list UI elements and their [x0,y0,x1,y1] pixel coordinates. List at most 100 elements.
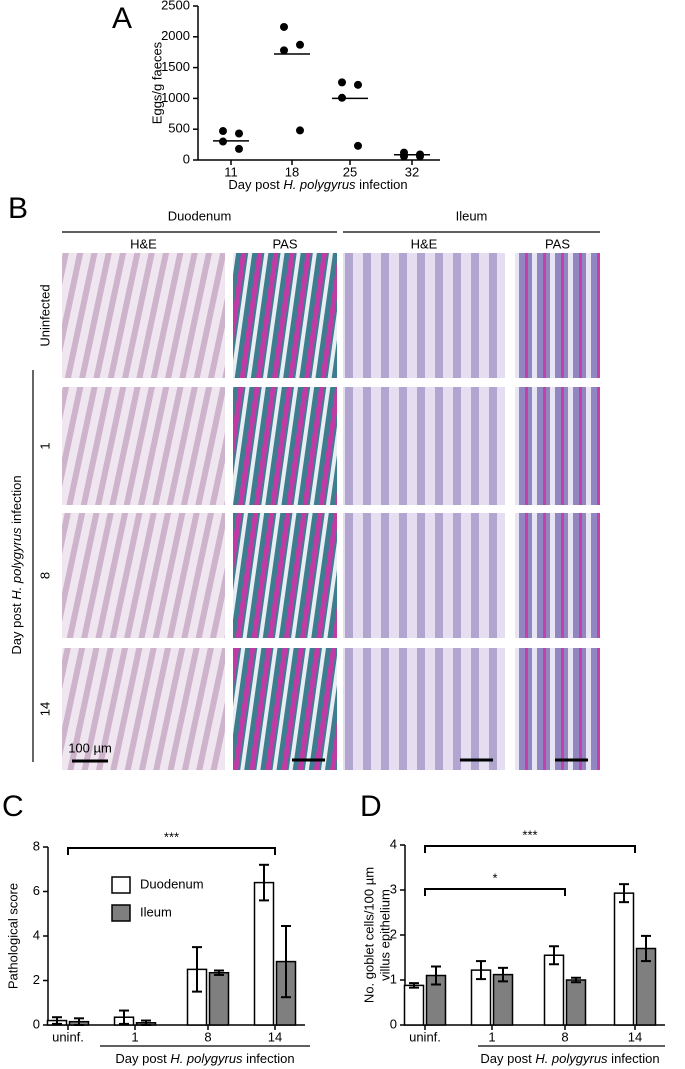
x-tick-label: uninf. [52,1029,84,1044]
micrograph [62,513,225,638]
error-bar [192,946,202,993]
significance-label: * [492,870,497,885]
significance-bracket [424,888,566,896]
micrograph [233,648,337,770]
data-point [280,46,288,55]
error-bar [476,960,486,981]
bar [403,984,425,1026]
x-axis-label-part: H. polygyrus [170,1051,243,1066]
panel-b: B [8,192,28,225]
y-tick-label: 2 [33,972,40,987]
x-axis-label-part: Day post [228,177,283,192]
error-bar [281,924,291,999]
bar [565,979,587,1026]
y-tick-label: 4 [33,927,40,942]
x-tick-label: 1 [488,1029,495,1044]
y-tick-label: 0 [33,1016,40,1031]
panel-letter: C [2,790,24,823]
error-bar [571,976,581,984]
data-point [400,152,408,161]
error-bar [214,969,224,976]
row-group-label: Day post H. polygyrus infection [9,475,24,654]
panel-letter: A [112,2,132,35]
legend-swatch [111,876,131,894]
x-tick-label: 1 [131,1029,138,1044]
error-bar [74,1017,84,1026]
x-tick-label: 14 [628,1029,642,1044]
legend-swatch [111,904,131,922]
bar [208,971,230,1026]
stain-label: H&E [130,236,157,251]
data-point [296,40,304,49]
micrograph [515,387,600,505]
x-axis-label-part: infection [243,1051,295,1066]
micrograph [343,253,505,378]
y-tick-label: 8 [33,838,40,853]
x-axis-label-part: H. polygyrus [535,1051,608,1066]
y-tick-label: 0 [390,1016,397,1031]
row-label: 14 [37,702,52,716]
significance-label: *** [164,829,179,844]
x-axis-label-part: infection [608,1051,660,1066]
row-label: 1 [37,442,52,449]
micrograph [343,513,505,638]
bar [253,881,275,1026]
micrograph [233,253,337,378]
x-tick-label: 25 [343,164,357,179]
stain-label: PAS [272,236,297,251]
error-bar [141,1019,151,1026]
y-tick-label: 2 [390,926,397,941]
error-bar [259,863,269,902]
legend-label: Ileum [140,904,172,919]
x-axis-label-part: Day post [115,1051,170,1066]
data-point [416,152,424,161]
y-tick-label: 2000 [161,28,190,43]
data-point [296,126,304,135]
micrograph [343,387,505,505]
section-title: Ileum [456,208,488,223]
x-axis-label: Day post H. polygyrus infection [228,177,407,192]
y-tick-label: 0 [183,151,190,166]
data-point [219,127,227,136]
y-tick-label: 500 [168,121,190,136]
scale-bar-label: 100 µm [68,740,112,755]
row-group-label-part: infection [9,475,24,527]
x-tick-label: uninf. [409,1029,441,1044]
significance-bracket [67,847,276,855]
micrograph [515,513,600,638]
data-point [280,22,288,31]
x-axis-label: Day post H. polygyrus infection [115,1051,294,1066]
error-bar [641,934,651,963]
y-tick-label: 4 [390,836,397,851]
x-tick-label: 8 [561,1029,568,1044]
row-group-label-part: Day post [9,600,24,655]
micrograph [233,513,337,638]
y-tick-label: 6 [33,883,40,898]
panel-letter: B [8,192,28,225]
panel-letter: D [360,790,382,823]
y-axis-label: villus epithelium [377,889,392,981]
micrograph [515,253,600,378]
data-point [354,141,362,150]
y-tick-label: 1500 [161,59,190,74]
error-bar [549,945,559,966]
error-bar [431,965,441,986]
significance-label: *** [522,827,537,842]
error-bar [498,966,508,983]
data-point [235,129,243,138]
data-point [235,144,243,153]
error-bar [619,883,629,904]
y-tick-label: 1000 [161,90,190,105]
stain-label: PAS [545,236,570,251]
y-axis-label: Pathological score [5,883,20,989]
x-axis-label-part: H. polygyrus [283,177,356,192]
stain-label: H&E [411,236,438,251]
x-tick-label: 18 [285,164,299,179]
micrograph [62,648,225,770]
y-tick-label: 2500 [161,0,190,12]
micrograph [62,387,225,505]
row-label: 8 [37,572,52,579]
x-axis-label-part: Day post [480,1051,535,1066]
significance-bracket [424,845,636,853]
